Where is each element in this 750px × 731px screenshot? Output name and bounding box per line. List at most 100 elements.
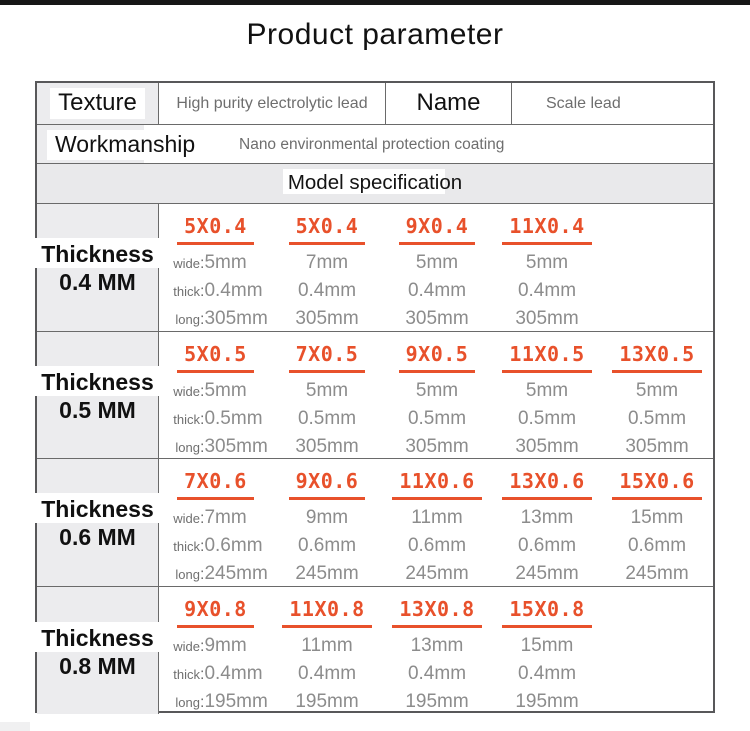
thickness-cell: Thickness 0.8 MM bbox=[35, 586, 160, 715]
thick-row: thick:0.4mm bbox=[159, 277, 263, 305]
wide-label: wide bbox=[173, 383, 200, 399]
thick-value: 0.6mm bbox=[627, 535, 687, 557]
model-code: 13X0.8 bbox=[392, 597, 482, 628]
thickness-cell: Thickness 0.4 MM bbox=[35, 204, 160, 331]
model-column: 11X0.8 11mm 0.4mm 195mm bbox=[272, 597, 382, 715]
model-column: 15X0.6 15mm 0.6mm 245mm bbox=[602, 469, 712, 586]
cell-texture-label: Texture bbox=[37, 83, 159, 124]
thick-value: 0.4mm bbox=[407, 662, 467, 684]
wide-value: 5mm bbox=[204, 252, 247, 273]
thickness-block-05: Thickness 0.5 MM 5X0.5 wide:5mm thick:0.… bbox=[35, 331, 713, 460]
long-value: 305mm bbox=[515, 308, 579, 329]
wide-value: 5mm bbox=[204, 379, 247, 401]
thickness-word: Thickness bbox=[35, 493, 160, 524]
long-value: 245mm bbox=[204, 563, 268, 585]
model-code: 9X0.5 bbox=[398, 342, 476, 373]
long-value: 195mm bbox=[295, 690, 359, 712]
thickness-value: 0.4 MM bbox=[59, 269, 136, 296]
long-label: long bbox=[175, 567, 200, 583]
model-column: 9X0.8 wide:9mm thick:0.4mm long:195mm bbox=[159, 597, 272, 715]
model-column: 9X0.5 5mm 0.5mm 305mm bbox=[382, 342, 492, 459]
thick-value: 0.5mm bbox=[407, 407, 467, 429]
wide-label: wide bbox=[173, 256, 200, 271]
thick-value: 0.5mm bbox=[204, 407, 263, 429]
model-specification-title: Model specification bbox=[287, 171, 463, 194]
wide-row: wide:5mm bbox=[159, 249, 247, 277]
thickness-value: 0.5 MM bbox=[59, 396, 136, 423]
long-value: 195mm bbox=[515, 690, 579, 712]
model-code: 15X0.6 bbox=[612, 469, 702, 501]
model-code: 11X0.8 bbox=[282, 597, 372, 628]
model-column: 15X0.8 15mm 0.4mm 195mm bbox=[492, 597, 602, 715]
model-grid: 7X0.6 wide:7mm thick:0.6mm long:245mm 9X… bbox=[159, 459, 713, 586]
model-code: 9X0.4 bbox=[398, 214, 476, 245]
wide-value: 11mm bbox=[411, 507, 463, 529]
name-value: Scale lead bbox=[546, 94, 621, 112]
model-column: 13X0.6 13mm 0.6mm 245mm bbox=[492, 469, 602, 586]
long-value: 195mm bbox=[204, 690, 268, 712]
model-code: 7X0.6 bbox=[177, 469, 254, 501]
model-column: 11X0.6 11mm 0.6mm 245mm bbox=[382, 469, 492, 586]
wide-value: 15mm bbox=[630, 507, 684, 529]
page-edge-artifact bbox=[0, 722, 30, 731]
wide-value: 7mm bbox=[204, 507, 247, 529]
thickness-cell: Thickness 0.6 MM bbox=[35, 459, 160, 586]
thick-value: 0.6mm bbox=[517, 535, 577, 557]
thickness-cell: Thickness 0.5 MM bbox=[35, 331, 160, 459]
model-code: 15X0.8 bbox=[502, 597, 592, 628]
model-column: 5X0.5 wide:5mm thick:0.5mm long:305mm bbox=[159, 342, 272, 459]
thick-row: thick:0.4mm bbox=[159, 660, 262, 688]
model-code: 13X0.6 bbox=[502, 469, 592, 501]
thick-row: thick:0.6mm bbox=[159, 532, 263, 560]
wide-value: 5mm bbox=[305, 379, 349, 401]
model-code: 11X0.6 bbox=[392, 469, 482, 501]
cell-texture-value: High purity electrolytic lead bbox=[159, 83, 386, 124]
long-value: 305mm bbox=[204, 308, 268, 329]
wide-value: 11mm bbox=[301, 634, 353, 656]
thick-value: 0.6mm bbox=[297, 535, 357, 557]
wide-value: 5mm bbox=[415, 252, 459, 273]
long-row: long:245mm bbox=[159, 560, 268, 588]
thickness-value: 0.6 MM bbox=[59, 524, 136, 551]
thickness-block-08: Thickness 0.8 MM 9X0.8 wide:9mm thick:0.… bbox=[35, 586, 713, 715]
long-value: 245mm bbox=[295, 563, 359, 585]
thick-value: 0.6mm bbox=[204, 535, 263, 557]
thick-value: 0.4mm bbox=[407, 280, 467, 301]
name-label: Name bbox=[408, 88, 489, 119]
long-label: long bbox=[175, 312, 200, 327]
wide-value: 13mm bbox=[410, 634, 464, 656]
long-value: 245mm bbox=[515, 563, 579, 585]
thick-value: 0.4mm bbox=[297, 280, 357, 301]
texture-value: High purity electrolytic lead bbox=[176, 94, 368, 112]
thickness-value: 0.8 MM bbox=[59, 652, 136, 679]
long-value: 245mm bbox=[625, 563, 689, 585]
wide-value: 5mm bbox=[525, 379, 569, 401]
long-value: 305mm bbox=[405, 308, 469, 329]
page-title: Product parameter bbox=[246, 18, 504, 51]
header-white-patch bbox=[283, 169, 445, 194]
model-code: 11X0.5 bbox=[502, 342, 592, 373]
model-code: 7X0.5 bbox=[288, 342, 366, 373]
thick-label: thick bbox=[173, 284, 200, 299]
wide-row: wide:5mm bbox=[159, 377, 247, 405]
long-value: 245mm bbox=[405, 563, 469, 585]
model-column: 13X0.5 5mm 0.5mm 305mm bbox=[602, 342, 712, 459]
model-code: 9X0.8 bbox=[177, 597, 254, 628]
model-code: 5X0.4 bbox=[288, 214, 366, 245]
model-column: 9X0.4 5mm 0.4mm 305mm bbox=[382, 214, 492, 331]
thick-value: 0.5mm bbox=[517, 407, 577, 429]
workmanship-row: Workmanship Nano environmental protectio… bbox=[37, 125, 713, 164]
model-code: 11X0.4 bbox=[502, 214, 592, 245]
long-value: 305mm bbox=[295, 435, 359, 457]
model-code: 13X0.5 bbox=[612, 342, 702, 373]
wide-value: 9mm bbox=[305, 507, 349, 529]
model-column: 5X0.4 7mm 0.4mm 305mm bbox=[272, 214, 382, 331]
texture-name-row: Texture High purity electrolytic lead Na… bbox=[37, 83, 713, 125]
wide-label: wide bbox=[173, 638, 200, 654]
thick-label: thick bbox=[173, 666, 200, 682]
model-column: 13X0.8 13mm 0.4mm 195mm bbox=[382, 597, 492, 715]
thick-value: 0.4mm bbox=[297, 662, 357, 684]
workmanship-label: Workmanship bbox=[47, 130, 204, 160]
thick-value: 0.4mm bbox=[204, 280, 263, 301]
thick-value: 0.5mm bbox=[297, 407, 357, 429]
